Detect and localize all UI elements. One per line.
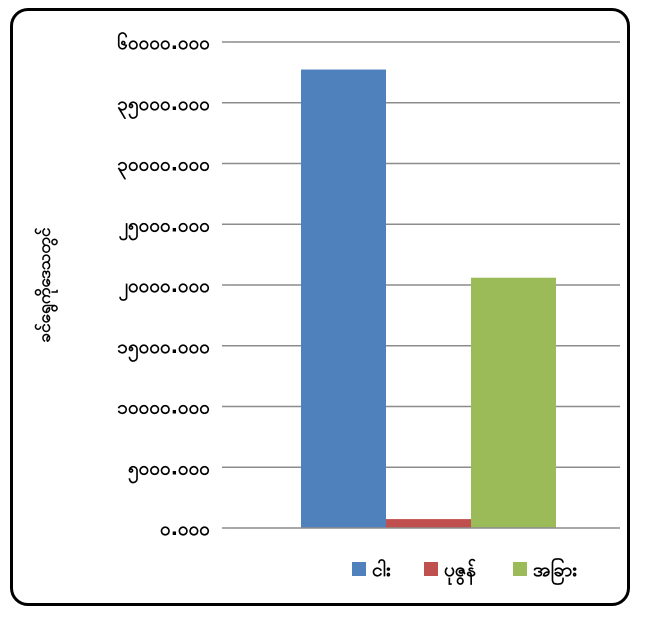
gridlines	[228, 41, 620, 468]
legend-swatch	[424, 562, 438, 576]
y-tick-label: ၃၀၀၀၀.၀၀၀	[117, 154, 210, 181]
bar-1	[301, 69, 386, 528]
y-tick-label: ၀.၀၀၀	[160, 518, 210, 540]
legend-swatch	[352, 562, 366, 576]
y-axis-ticks: ၀.၀၀၀ ၅၀၀၀.၀၀၀ ၁၀၀၀၀.၀၀၀ ၁၅၀၀၀.၀၀၀ ၂၀၀၀၀.၀၀၀…	[117, 30, 228, 540]
bars	[301, 69, 556, 528]
legend-label: အခြား	[533, 556, 577, 586]
legend: ငါး ပုဇွန် အခြား	[352, 556, 577, 586]
y-axis-label: ခင်ရွေကိုဒေသတွင်	[34, 227, 59, 342]
y-tick-label: ၆၀၀၀၀.၀၀၀	[117, 30, 210, 54]
y-tick-label: ၁၀၀၀၀.၀၀၀	[117, 397, 210, 419]
y-tick-label: ၁၅၀၀၀.၀၀၀	[117, 336, 210, 363]
y-tick-label: ၅၀၀၀.၀၀၀	[128, 457, 210, 484]
bar-3	[471, 277, 556, 528]
legend-swatch	[513, 562, 527, 576]
legend-label: ပုဇွန်	[444, 557, 476, 586]
bar-2	[386, 519, 471, 528]
legend-label: ငါး	[372, 557, 391, 581]
y-tick-label: ၂၅၀၀၀.၀၀၀	[119, 214, 211, 241]
y-tick-label: ၂၀၀၀၀.၀၀၀	[119, 275, 211, 302]
y-tick-label: ၃၅၀၀၀.၀၀၀	[117, 93, 210, 120]
